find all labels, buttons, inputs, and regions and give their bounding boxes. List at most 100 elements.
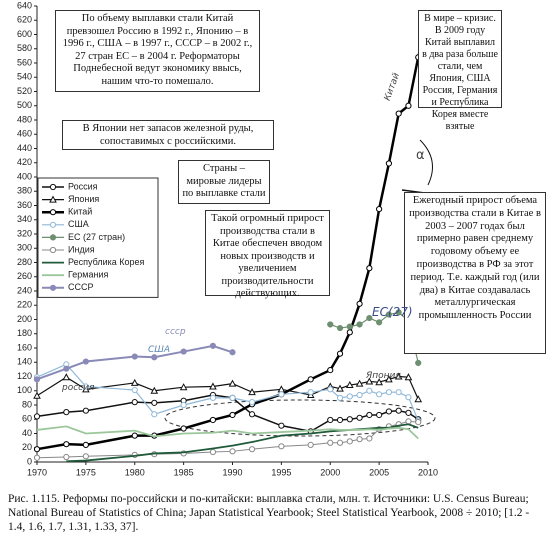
marker [130, 378, 139, 386]
marker [404, 373, 413, 381]
marker [356, 414, 363, 421]
y-tick-label: 280 [17, 257, 32, 267]
y-tick-label: 100 [17, 385, 32, 395]
x-tick-label: 2005 [369, 467, 389, 477]
angle-label: α [416, 148, 425, 163]
legend-label: США [68, 219, 89, 229]
annotation-box: Ежегодный прирост объема производства ст… [404, 192, 546, 354]
marker [345, 381, 354, 389]
y-tick-label: 340 [17, 214, 32, 224]
y-tick-label: 180 [17, 328, 32, 338]
y-tick-label: 440 [17, 143, 32, 153]
marker [366, 314, 373, 322]
handwritten-label: Япония [366, 371, 401, 381]
series [33, 418, 422, 461]
series [33, 361, 422, 424]
y-tick-label: 380 [17, 186, 32, 196]
y-tick-label: 420 [17, 157, 32, 167]
y-tick-label: 480 [17, 114, 32, 124]
marker [376, 319, 383, 326]
y-tick-label: 520 [17, 86, 32, 96]
chart: 0 20 40 60 80 100 120 140 160 180 200 220 240 260 280 3… [17, 0, 456, 477]
marker [415, 419, 422, 426]
marker [385, 408, 392, 415]
marker [63, 441, 70, 448]
marker [209, 342, 217, 349]
legend-marker [49, 195, 57, 203]
series-line [36, 14, 430, 451]
marker [248, 446, 256, 453]
handwritten-label: ЕС(27) [372, 305, 413, 319]
series-line [330, 311, 419, 364]
marker [150, 386, 159, 394]
y-tick-label: 140 [17, 357, 32, 367]
marker [151, 354, 158, 361]
marker [151, 411, 158, 418]
marker [131, 432, 138, 439]
marker [336, 416, 344, 424]
marker [376, 411, 383, 419]
y-tick-label: 360 [17, 200, 32, 210]
marker [394, 372, 403, 380]
marker [405, 409, 412, 416]
series-line [36, 425, 419, 440]
marker [209, 394, 217, 401]
marker [336, 350, 344, 357]
marker [395, 407, 402, 414]
series [33, 12, 432, 453]
marker [228, 379, 237, 387]
marker [375, 378, 383, 386]
legend-marker [49, 183, 57, 191]
y-tick-label: 640 [17, 0, 32, 10]
legend-marker [49, 234, 57, 241]
marker [63, 453, 70, 461]
marker [366, 435, 373, 442]
marker [327, 439, 334, 446]
x-tick-label: 2000 [320, 467, 340, 477]
handwritten-label: россия [62, 383, 95, 393]
marker [82, 358, 89, 365]
marker [229, 394, 236, 401]
marker [385, 311, 392, 318]
y-tick-label: 580 [17, 43, 32, 53]
marker [366, 411, 373, 419]
marker [209, 448, 217, 456]
marker [248, 399, 256, 406]
legend-marker [49, 209, 57, 216]
y-tick-label: 300 [17, 243, 32, 253]
legend-marker [49, 246, 57, 254]
highlight-ellipse [164, 399, 436, 437]
series-line [66, 423, 419, 463]
legend-label: СССР [68, 282, 94, 292]
marker [179, 383, 188, 391]
series [66, 423, 419, 463]
marker [327, 321, 334, 328]
marker [356, 300, 363, 307]
y-tick-label: 400 [17, 171, 32, 181]
marker [62, 373, 71, 381]
marker [229, 448, 236, 455]
marker [336, 324, 344, 332]
y-tick-label: 200 [17, 314, 32, 324]
annotation-box: Страны – мировые лидеры по выплавке стал… [178, 160, 270, 204]
marker [395, 309, 402, 316]
marker [405, 418, 412, 425]
y-tick-label: 540 [17, 72, 32, 82]
y-tick-label: 80 [22, 399, 32, 409]
marker [405, 394, 412, 401]
marker [385, 160, 392, 167]
legend-label: ЕС (27 стран) [68, 232, 125, 242]
legend: Россия Япония Китай США ЕС (27 стран) Индия Ре… [37, 177, 159, 298]
marker [385, 389, 392, 396]
plot-area: 0 20 40 60 80 100 120 140 160 180 200 220 240 260 280 3… [17, 0, 438, 477]
marker [82, 383, 89, 390]
legend-marker [49, 221, 57, 228]
marker [414, 395, 423, 403]
marker [356, 436, 363, 443]
y-tick-label: 220 [17, 300, 32, 310]
series-line [36, 344, 233, 381]
y-tick-label: 0 [27, 456, 32, 466]
marker [365, 377, 374, 385]
x-tick-label: 1980 [125, 467, 145, 477]
marker [307, 389, 314, 396]
